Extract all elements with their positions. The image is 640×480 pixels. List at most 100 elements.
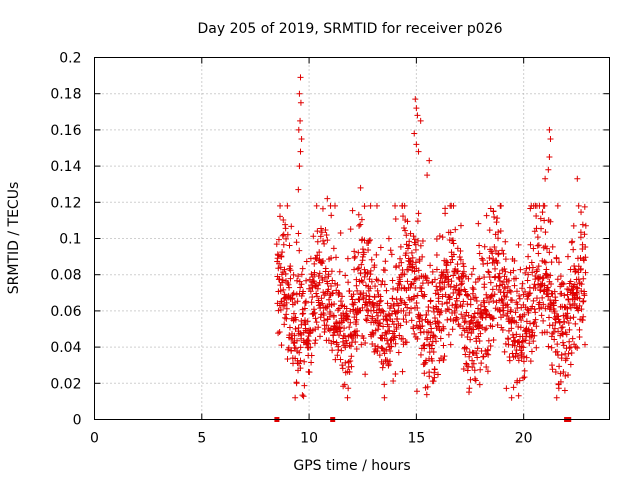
data-point	[475, 325, 482, 332]
data-point	[311, 260, 318, 267]
data-point	[499, 247, 506, 254]
data-point	[297, 357, 304, 364]
data-point	[408, 317, 415, 324]
data-point	[357, 291, 364, 298]
data-point	[426, 157, 433, 164]
data-point	[550, 329, 557, 336]
data-point	[525, 271, 532, 278]
data-point	[397, 322, 404, 329]
data-point	[551, 325, 558, 332]
data-point	[288, 223, 295, 230]
data-point	[350, 335, 357, 342]
data-point	[427, 297, 434, 304]
data-point	[469, 357, 476, 364]
data-point	[368, 278, 375, 285]
data-point	[526, 290, 533, 297]
data-point	[414, 292, 421, 299]
data-point	[566, 326, 573, 333]
data-point	[401, 271, 408, 278]
data-point	[545, 287, 552, 294]
data-point	[532, 316, 539, 323]
data-point	[404, 218, 411, 225]
data-point	[362, 339, 369, 346]
data-point	[511, 257, 518, 264]
data-point	[450, 251, 457, 258]
data-point	[383, 287, 390, 294]
data-point	[400, 307, 407, 314]
data-point	[353, 276, 360, 283]
data-point	[335, 343, 342, 350]
data-point	[530, 297, 537, 304]
data-point	[468, 317, 475, 324]
data-point	[374, 317, 381, 324]
data-point	[317, 233, 324, 240]
data-point	[578, 209, 585, 216]
data-point	[460, 263, 467, 270]
data-point	[337, 356, 344, 363]
data-point	[552, 369, 559, 376]
data-point	[569, 286, 576, 293]
data-point	[281, 314, 288, 321]
data-point	[301, 319, 308, 326]
y-axis-label: SRMTID / TECUs	[6, 182, 22, 295]
data-point	[575, 202, 582, 209]
data-point	[434, 371, 441, 378]
data-point	[367, 285, 374, 292]
data-point	[401, 202, 408, 209]
data-point	[421, 370, 428, 377]
data-point	[508, 394, 515, 401]
data-point	[581, 341, 588, 348]
data-points	[273, 74, 589, 422]
data-point	[536, 299, 543, 306]
data-point	[565, 371, 572, 378]
data-point	[286, 284, 293, 291]
data-point	[468, 271, 475, 278]
data-point	[320, 237, 327, 244]
data-point	[395, 349, 402, 356]
data-point	[423, 391, 430, 398]
data-point	[419, 280, 426, 287]
data-point	[367, 237, 374, 244]
data-point	[292, 345, 299, 352]
data-point	[307, 344, 314, 351]
data-point	[527, 358, 534, 365]
data-point	[296, 90, 303, 97]
data-point	[551, 288, 558, 295]
data-point	[430, 304, 437, 311]
data-point	[344, 394, 351, 401]
data-point	[510, 267, 517, 274]
data-point	[471, 367, 478, 374]
data-point	[283, 305, 290, 312]
data-point	[359, 246, 366, 253]
y-tick-label: 0.16	[50, 123, 81, 139]
data-point	[470, 286, 477, 293]
data-point	[486, 299, 493, 306]
data-point	[524, 306, 531, 313]
data-point	[538, 225, 545, 232]
data-point	[396, 262, 403, 269]
data-point	[523, 354, 530, 361]
data-point	[577, 265, 584, 272]
data-point	[506, 357, 513, 364]
data-point	[430, 349, 437, 356]
data-point	[548, 344, 555, 351]
data-point	[281, 321, 288, 328]
data-point	[446, 296, 453, 303]
data-point	[339, 293, 346, 300]
data-point	[293, 291, 300, 298]
data-point	[512, 275, 519, 282]
data-point	[362, 316, 369, 323]
data-point	[369, 329, 376, 336]
x-tick-label: 10	[300, 431, 318, 447]
data-point	[478, 255, 485, 262]
data-point	[336, 290, 343, 297]
data-point	[325, 286, 332, 293]
data-point	[544, 329, 551, 336]
data-point	[485, 337, 492, 344]
data-point	[436, 319, 443, 326]
data-point	[411, 293, 418, 300]
data-point	[308, 271, 315, 278]
data-point	[453, 282, 460, 289]
data-point	[483, 325, 490, 332]
data-point	[316, 256, 323, 263]
